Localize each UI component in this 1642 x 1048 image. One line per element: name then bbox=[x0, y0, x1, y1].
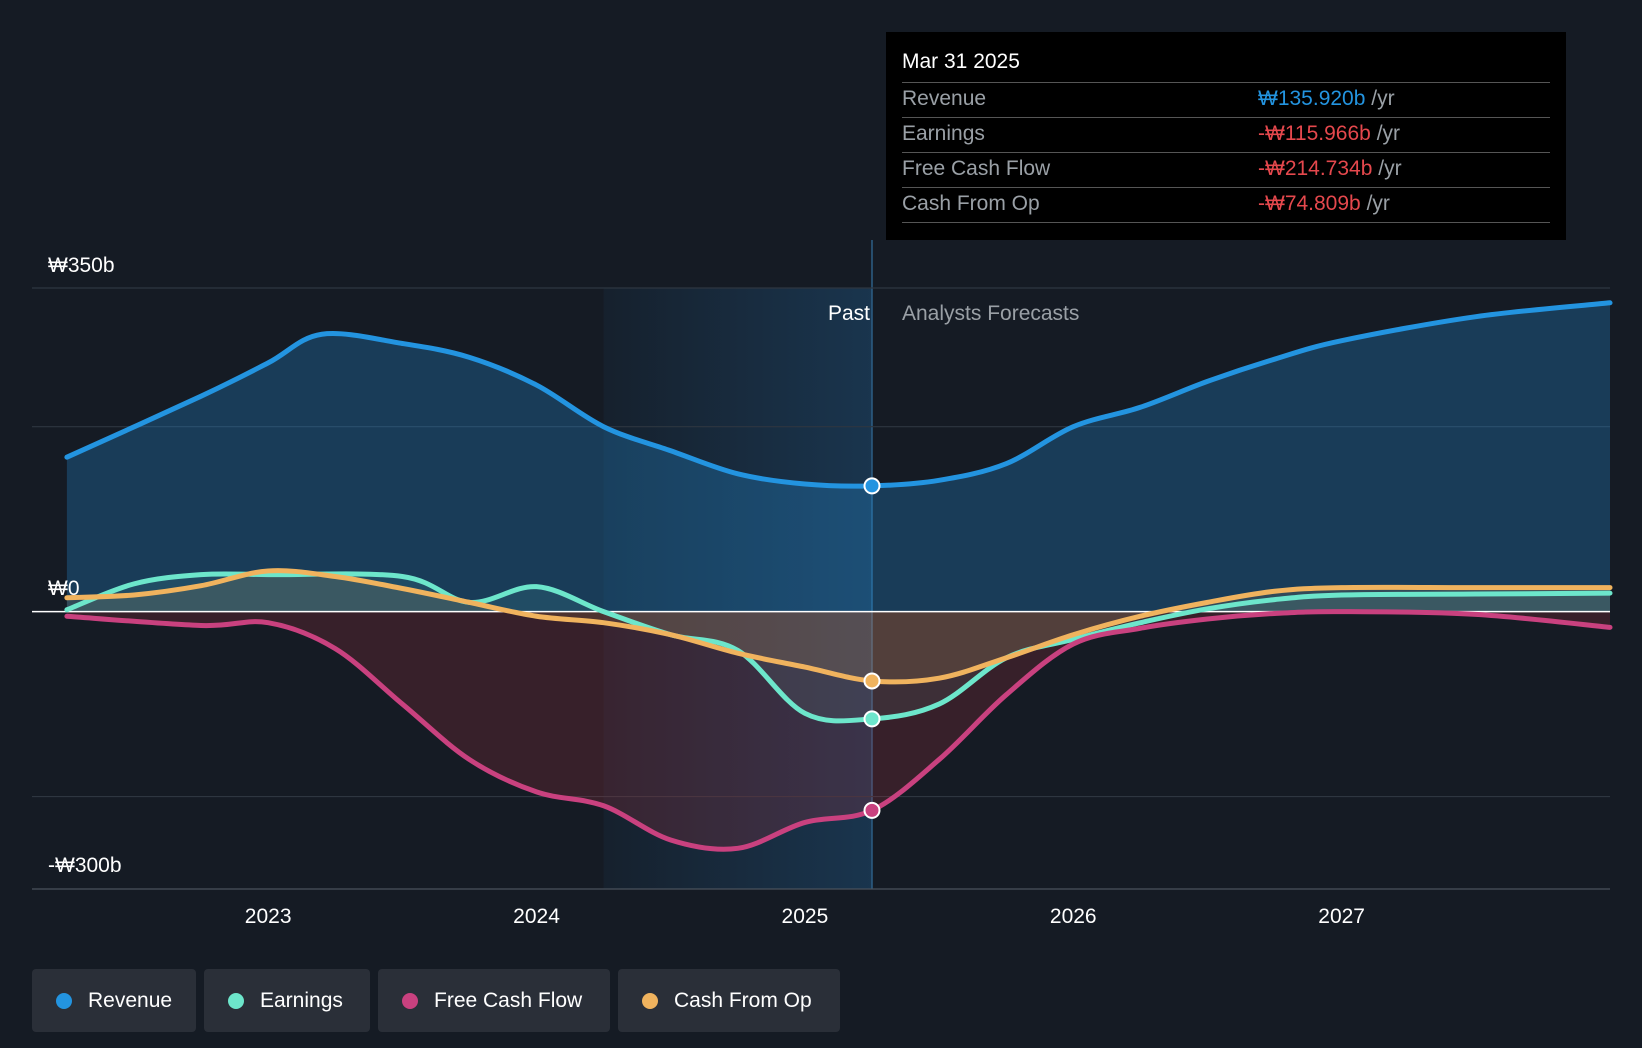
legend-label: Revenue bbox=[88, 988, 173, 1012]
tooltip-row-cfo: Cash From Op -₩74.809b /yr bbox=[902, 187, 1550, 222]
y-tick-bottom: -₩300b bbox=[48, 854, 122, 877]
x-tick-label: 2023 bbox=[245, 905, 292, 928]
cash-from-op-highlight-point[interactable] bbox=[863, 672, 881, 690]
revenue-line bbox=[64, 300, 1613, 489]
earnings-area bbox=[66, 573, 1611, 721]
tooltip-label: Free Cash Flow bbox=[902, 157, 1051, 180]
cash-from-op-area bbox=[66, 570, 1611, 682]
legend-cash-from-op[interactable]: Cash From Op bbox=[618, 969, 840, 1032]
legend-free-cash-flow[interactable]: Free Cash Flow bbox=[378, 969, 610, 1032]
tooltip-row-fcf: Free Cash Flow -₩214.734b /yr bbox=[902, 152, 1550, 187]
tooltip-value: -₩214.734b /yr bbox=[1258, 157, 1402, 180]
cash-from-op-line bbox=[64, 568, 1613, 685]
tooltip-value: ₩135.920b /yr bbox=[1258, 87, 1395, 110]
free-cash-flow-area bbox=[66, 611, 1611, 850]
legend-label: Cash From Op bbox=[674, 988, 812, 1012]
past-region bbox=[603, 288, 872, 889]
legend-dot bbox=[56, 992, 72, 1009]
free-cash-flow-line bbox=[64, 609, 1613, 852]
y-tick-zero: ₩0 bbox=[48, 577, 80, 600]
earnings-highlight-point[interactable] bbox=[863, 710, 881, 728]
tooltip: Mar 31 2025 Revenue ₩135.920b /yr Earnin… bbox=[886, 32, 1566, 240]
x-tick-label: 2025 bbox=[782, 905, 829, 928]
past-label: Past bbox=[828, 302, 870, 325]
legend-dot bbox=[402, 992, 418, 1009]
free-cash-flow-highlight-point[interactable] bbox=[863, 801, 881, 819]
tooltip-date: Mar 31 2025 bbox=[902, 50, 1020, 73]
tooltip-divider bbox=[902, 222, 1550, 223]
legend-revenue[interactable]: Revenue bbox=[32, 969, 196, 1032]
tooltip-value: -₩74.809b /yr bbox=[1258, 192, 1390, 215]
x-tick-label: 2027 bbox=[1318, 905, 1365, 928]
tooltip-row-earnings: Earnings -₩115.966b /yr bbox=[902, 117, 1550, 152]
forecast-label: Analysts Forecasts bbox=[902, 302, 1079, 325]
tooltip-row-revenue: Revenue ₩135.920b /yr bbox=[902, 82, 1550, 117]
y-tick-top: ₩350b bbox=[48, 254, 115, 277]
tooltip-label: Revenue bbox=[902, 87, 987, 110]
legend-earnings[interactable]: Earnings bbox=[204, 969, 370, 1032]
legend-dot bbox=[228, 992, 244, 1009]
x-tick-label: 2026 bbox=[1050, 905, 1097, 928]
legend-label: Free Cash Flow bbox=[434, 988, 583, 1012]
legend-dot bbox=[642, 992, 658, 1009]
revenue-highlight-point[interactable] bbox=[863, 477, 881, 495]
tooltip-value: -₩115.966b /yr bbox=[1258, 122, 1401, 145]
legend-label: Earnings bbox=[260, 988, 343, 1012]
chart-canvas: ₩350b ₩0 -₩300b Past Analysts Forecasts … bbox=[32, 240, 1613, 928]
tooltip-label: Earnings bbox=[902, 122, 985, 145]
x-tick-label: 2024 bbox=[513, 905, 560, 928]
tooltip-label: Cash From Op bbox=[902, 192, 1040, 215]
revenue-area bbox=[66, 302, 1611, 612]
